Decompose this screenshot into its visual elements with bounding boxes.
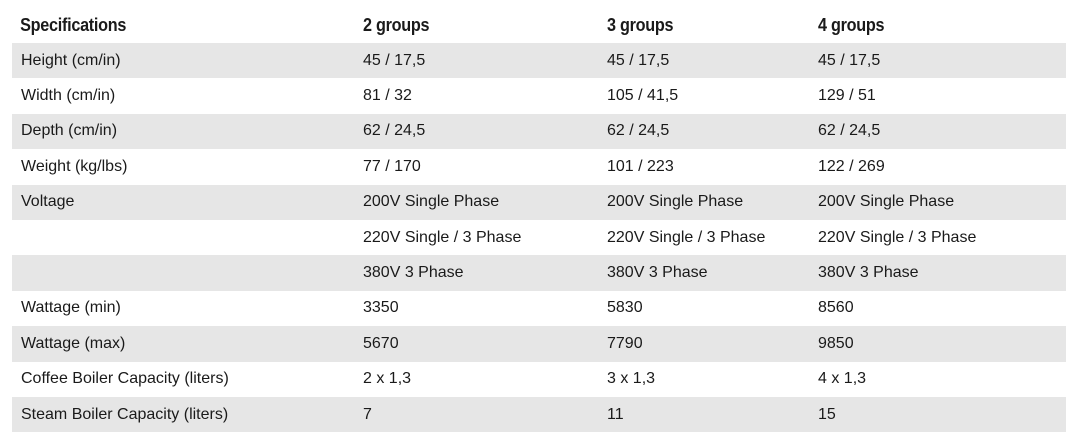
table-row: Voltage 200V Single Phase 200V Single Ph…	[12, 184, 1066, 220]
row-label: Voltage	[21, 193, 75, 211]
table-cell: 5670	[363, 334, 399, 352]
specifications-table: Specifications 2 groups 3 groups 4 group…	[12, 7, 1066, 433]
table-row: Steam Boiler Capacity (liters) 7 11 15	[12, 396, 1066, 433]
table-row: Height (cm/in) 45 / 17,5 45 / 17,5 45 / …	[12, 43, 1066, 79]
table-cell: 129 / 51	[818, 87, 876, 105]
table-cell: 3350	[363, 299, 399, 317]
header-2-groups: 2 groups	[363, 14, 430, 35]
table-row: Coffee Boiler Capacity (liters) 2 x 1,3 …	[12, 362, 1066, 397]
table-cell: 200V Single Phase	[607, 193, 744, 211]
table-cell: 101 / 223	[607, 157, 674, 175]
row-label: Depth (cm/in)	[21, 122, 118, 140]
table-cell: 11	[607, 405, 624, 423]
table-row: 220V Single / 3 Phase 220V Single / 3 Ph…	[12, 220, 1066, 255]
table-cell: 45 / 17,5	[607, 51, 670, 69]
table-cell: 380V 3 Phase	[363, 264, 464, 282]
table-row: 380V 3 Phase 380V 3 Phase 380V 3 Phase	[12, 255, 1066, 291]
table-cell: 45 / 17,5	[818, 51, 881, 69]
table-cell: 9850	[818, 334, 854, 352]
row-label: Steam Boiler Capacity (liters)	[21, 405, 229, 423]
table-cell: 220V Single / 3 Phase	[607, 228, 766, 246]
row-label: Weight (kg/lbs)	[21, 157, 128, 175]
table-cell: 7	[363, 405, 372, 423]
table-cell: 77 / 170	[363, 157, 421, 175]
table-cell: 380V 3 Phase	[607, 264, 708, 282]
table-cell: 5830	[607, 299, 643, 317]
table-cell: 62 / 24,5	[363, 122, 426, 140]
table-row: Width (cm/in) 81 / 32 105 / 41,5 129 / 5…	[12, 78, 1066, 113]
table-cell: 380V 3 Phase	[818, 264, 919, 282]
row-label: Coffee Boiler Capacity (liters)	[21, 370, 229, 388]
table-row: Depth (cm/in) 62 / 24,5 62 / 24,5 62 / 2…	[12, 113, 1066, 150]
table-cell: 122 / 269	[818, 157, 885, 175]
table-header-row: Specifications 2 groups 3 groups 4 group…	[12, 7, 1066, 43]
table-row: Wattage (min) 3350 5830 8560	[12, 291, 1066, 326]
table-cell: 4 x 1,3	[818, 370, 867, 388]
header-3-groups: 3 groups	[607, 14, 674, 35]
table-cell: 200V Single Phase	[818, 193, 955, 211]
row-label: Height (cm/in)	[21, 51, 121, 69]
table-cell: 105 / 41,5	[607, 87, 679, 105]
table-cell: 3 x 1,3	[607, 370, 656, 388]
table-cell: 62 / 24,5	[607, 122, 670, 140]
row-label: Wattage (min)	[21, 299, 121, 317]
row-label: Width (cm/in)	[21, 87, 116, 105]
table-cell: 220V Single / 3 Phase	[363, 228, 522, 246]
table-cell: 2 x 1,3	[363, 370, 412, 388]
table-cell: 220V Single / 3 Phase	[818, 228, 977, 246]
header-specifications: Specifications	[20, 14, 127, 35]
table-row: Wattage (max) 5670 7790 9850	[12, 326, 1066, 362]
table-cell: 8560	[818, 299, 854, 317]
table-cell: 15	[818, 405, 836, 423]
row-label: Wattage (max)	[21, 334, 126, 352]
table-cell: 62 / 24,5	[818, 122, 881, 140]
table-cell: 81 / 32	[363, 87, 412, 105]
header-4-groups: 4 groups	[818, 14, 885, 35]
table-cell: 7790	[607, 334, 643, 352]
table-cell: 200V Single Phase	[363, 193, 500, 211]
table-cell: 45 / 17,5	[363, 51, 426, 69]
table-row: Weight (kg/lbs) 77 / 170 101 / 223 122 /…	[12, 149, 1066, 184]
